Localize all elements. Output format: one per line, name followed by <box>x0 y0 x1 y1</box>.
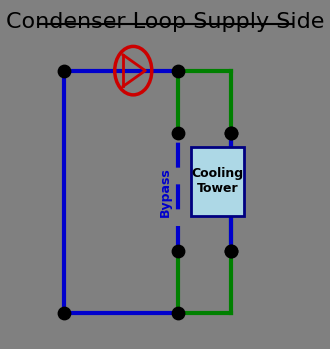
Point <box>228 248 234 253</box>
Point <box>176 248 181 253</box>
Point <box>228 130 234 136</box>
Point <box>176 310 181 316</box>
Point <box>228 248 234 253</box>
Point <box>62 68 67 73</box>
Text: Cooling
Tower: Cooling Tower <box>192 168 244 195</box>
Point <box>176 68 181 73</box>
Point <box>228 130 234 136</box>
Point <box>62 310 67 316</box>
Point <box>176 130 181 136</box>
Text: Condenser Loop Supply Side: Condenser Loop Supply Side <box>6 12 324 32</box>
FancyBboxPatch shape <box>191 147 245 216</box>
Text: Bypass: Bypass <box>158 167 172 217</box>
